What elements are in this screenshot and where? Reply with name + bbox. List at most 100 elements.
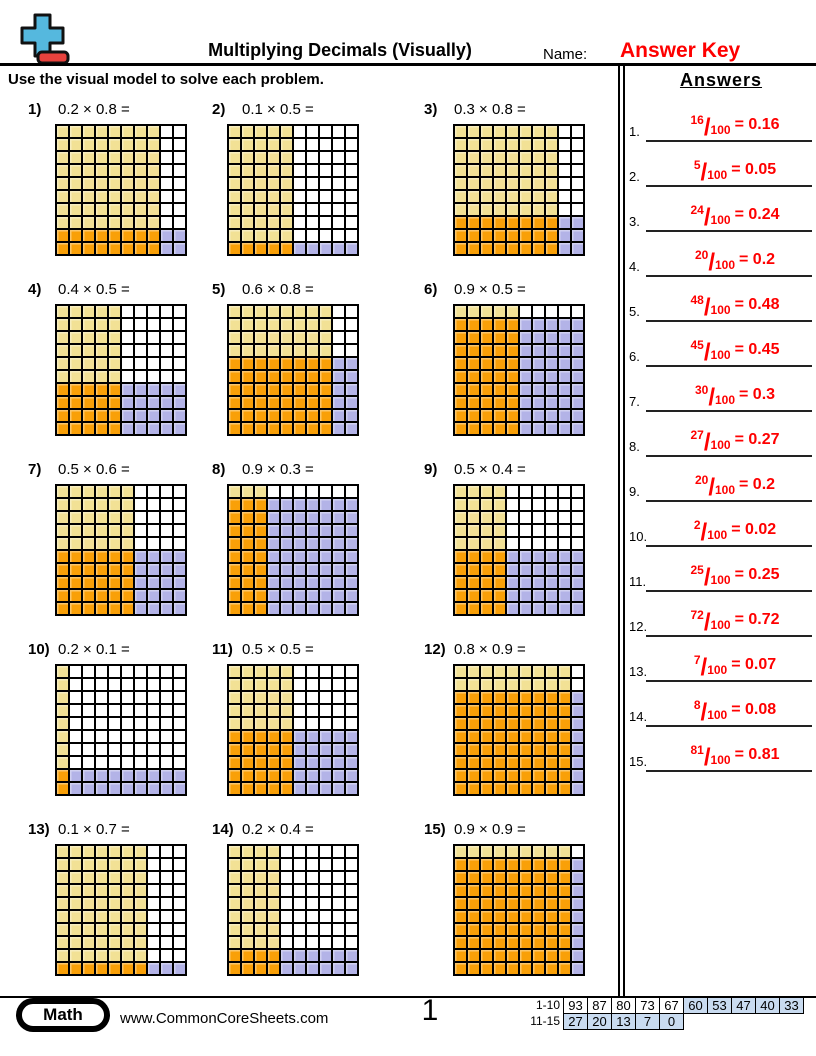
- problem: 9) 0.5 × 0.4 =: [424, 461, 585, 616]
- grid-cell: [346, 423, 357, 434]
- grid-cell: [533, 757, 544, 768]
- fraction-denominator: 100: [710, 213, 731, 227]
- grid-cell: [572, 718, 583, 729]
- grid-cell: [174, 525, 185, 536]
- grid-cell: [455, 770, 466, 781]
- grid-cell: [83, 590, 94, 601]
- grid-cell: [135, 872, 146, 883]
- grid-cell: [333, 757, 344, 768]
- grid-cell: [83, 230, 94, 241]
- grid-cell: [148, 306, 159, 317]
- answer-number: 5.: [629, 304, 640, 319]
- grid-cell: [494, 692, 505, 703]
- grid-cell: [161, 525, 172, 536]
- grid-cell: [533, 332, 544, 343]
- grid-cell: [307, 410, 318, 421]
- grid-cell: [83, 512, 94, 523]
- grid-cell: [320, 126, 331, 137]
- fraction-denominator: 100: [710, 753, 731, 767]
- grid-cell: [148, 165, 159, 176]
- grid-cell: [346, 332, 357, 343]
- grid-cell: [346, 577, 357, 588]
- grid-cell: [135, 757, 146, 768]
- grid-cell: [546, 937, 557, 948]
- grid-cell: [494, 538, 505, 549]
- grid-cell: [559, 744, 570, 755]
- grid-cell: [242, 551, 253, 562]
- grid-cell: [122, 319, 133, 330]
- grid-cell: [468, 898, 479, 909]
- grid-cell: [135, 165, 146, 176]
- grid-cell: [148, 499, 159, 510]
- grid-cell: [507, 499, 518, 510]
- grid-cell: [174, 423, 185, 434]
- grid-cell: [533, 705, 544, 716]
- grid-cell: [520, 178, 531, 189]
- grid-cell: [96, 757, 107, 768]
- grid-cell: [559, 525, 570, 536]
- grid-cell: [174, 191, 185, 202]
- grid-cell: [320, 345, 331, 356]
- grid-cell: [507, 243, 518, 254]
- grid-cell: [546, 319, 557, 330]
- grid-cell: [161, 911, 172, 922]
- grid-cell: [455, 705, 466, 716]
- grid-cell: [294, 384, 305, 395]
- grid-cell: [320, 718, 331, 729]
- grid-cell: [333, 178, 344, 189]
- grid-cell: [333, 319, 344, 330]
- grid-cell: [122, 178, 133, 189]
- answer-row: 9. 20/100 = 0.2: [628, 460, 814, 505]
- grid-cell: [520, 679, 531, 690]
- grid-cell: [229, 705, 240, 716]
- problem-label: 5) 0.6 × 0.8 =: [212, 281, 359, 299]
- grid-cell: [294, 525, 305, 536]
- grid-cell: [255, 126, 266, 137]
- grid-cell: [229, 204, 240, 215]
- grid-cell: [307, 358, 318, 369]
- grid-cell: [468, 499, 479, 510]
- grid-cell: [572, 692, 583, 703]
- grid-cell: [135, 230, 146, 241]
- grid-cell: [109, 499, 120, 510]
- grid-cell: [255, 397, 266, 408]
- grid-cell: [307, 191, 318, 202]
- grid-cell: [57, 911, 68, 922]
- grid-cell: [242, 512, 253, 523]
- grid-cell: [109, 243, 120, 254]
- grid-cell: [455, 512, 466, 523]
- grid-cell: [307, 243, 318, 254]
- grid-cell: [96, 564, 107, 575]
- grid-cell: [455, 744, 466, 755]
- grid-cell: [494, 345, 505, 356]
- grid-cell: [572, 679, 583, 690]
- grid-cell: [161, 243, 172, 254]
- grid-cell: [255, 590, 266, 601]
- grid-cell: [455, 783, 466, 794]
- grid-cell: [268, 384, 279, 395]
- answers-heading: Answers: [679, 70, 763, 90]
- grid-cell: [520, 937, 531, 948]
- grid-cell: [294, 204, 305, 215]
- grid-cell: [83, 885, 94, 896]
- grid-cell: [135, 512, 146, 523]
- grid-cell: [572, 525, 583, 536]
- grid-cell: [333, 846, 344, 857]
- grid-cell: [468, 963, 479, 974]
- grid-cell: [546, 551, 557, 562]
- grid-cell: [96, 577, 107, 588]
- grid-cell: [135, 486, 146, 497]
- grid-cell: [281, 963, 292, 974]
- grid-cell: [242, 486, 253, 497]
- grid-cell: [174, 757, 185, 768]
- score-cell: 87: [587, 997, 612, 1014]
- score-cell: 13: [611, 1013, 636, 1030]
- grid-cell: [533, 178, 544, 189]
- grid-cell: [333, 679, 344, 690]
- grid-cell: [307, 770, 318, 781]
- grid-cell: [148, 319, 159, 330]
- grid-cell: [455, 577, 466, 588]
- grid-cell: [242, 911, 253, 922]
- grid-cell: [294, 898, 305, 909]
- grid-cell: [229, 371, 240, 382]
